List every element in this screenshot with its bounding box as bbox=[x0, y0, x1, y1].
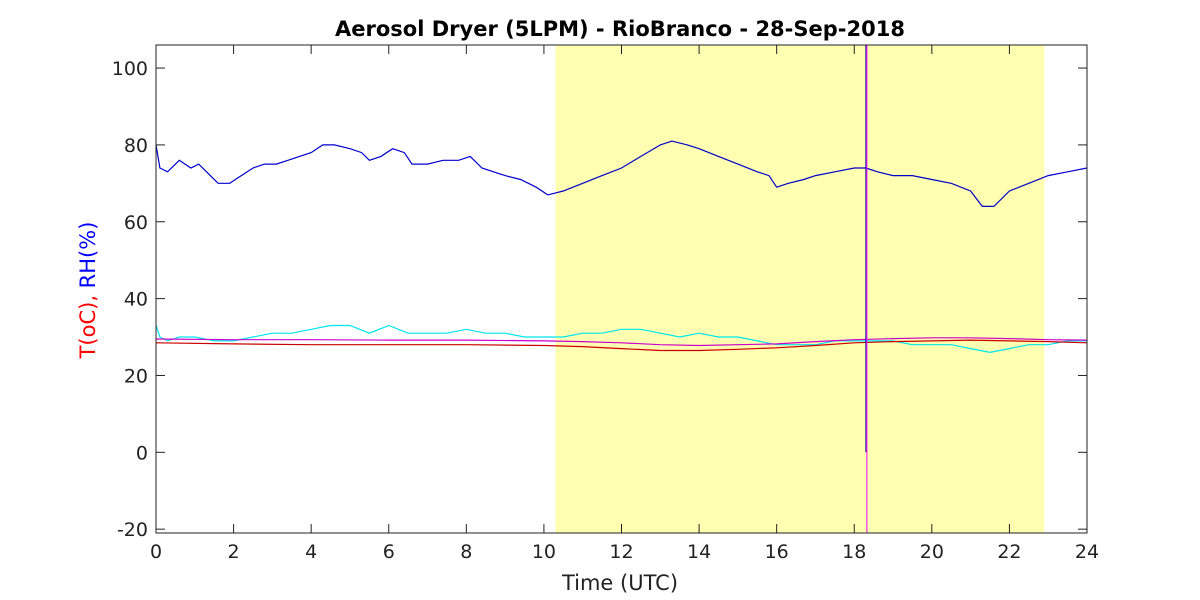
chart-title: Aerosol Dryer (5LPM) - RioBranco - 28-Se… bbox=[335, 17, 905, 41]
x-tick-label: 10 bbox=[532, 541, 556, 563]
series-line-0 bbox=[155, 140, 1088, 207]
y-axis-label-part-2: RH(%) bbox=[76, 222, 100, 289]
x-tick-label: 0 bbox=[150, 541, 162, 563]
x-tick-label: 18 bbox=[842, 541, 866, 563]
x-tick-label: 14 bbox=[687, 541, 711, 563]
shaded-region bbox=[555, 45, 1045, 533]
y-axis-label-part-0: T(oC) bbox=[76, 302, 100, 360]
x-tick-label: 4 bbox=[305, 541, 317, 563]
series-line-3 bbox=[155, 337, 1088, 347]
y-tick-label: 100 bbox=[112, 58, 148, 80]
y-axis-label: T(oC), RH(%) bbox=[76, 222, 100, 360]
x-tick-label: 12 bbox=[609, 541, 633, 563]
y-tick-label: 0 bbox=[136, 442, 148, 464]
y-tick-label: 80 bbox=[124, 135, 148, 157]
x-tick-label: 20 bbox=[920, 541, 944, 563]
x-tick-label: 16 bbox=[765, 541, 789, 563]
y-tick-label: 60 bbox=[124, 212, 148, 234]
x-tick-label: 24 bbox=[1075, 541, 1099, 563]
x-tick-label: 6 bbox=[383, 541, 395, 563]
x-axis-label: Time (UTC) bbox=[561, 571, 678, 595]
x-tick-label: 2 bbox=[228, 541, 240, 563]
y-tick-label: 20 bbox=[124, 365, 148, 387]
y-tick-label: 40 bbox=[124, 289, 148, 311]
x-tick-label: 8 bbox=[460, 541, 472, 563]
series-line-2 bbox=[155, 339, 1088, 352]
series-line-1 bbox=[155, 324, 1087, 354]
y-axis-label-part-1: , bbox=[76, 288, 100, 301]
x-tick-label: 22 bbox=[997, 541, 1021, 563]
y-tick-label: -20 bbox=[117, 519, 148, 541]
